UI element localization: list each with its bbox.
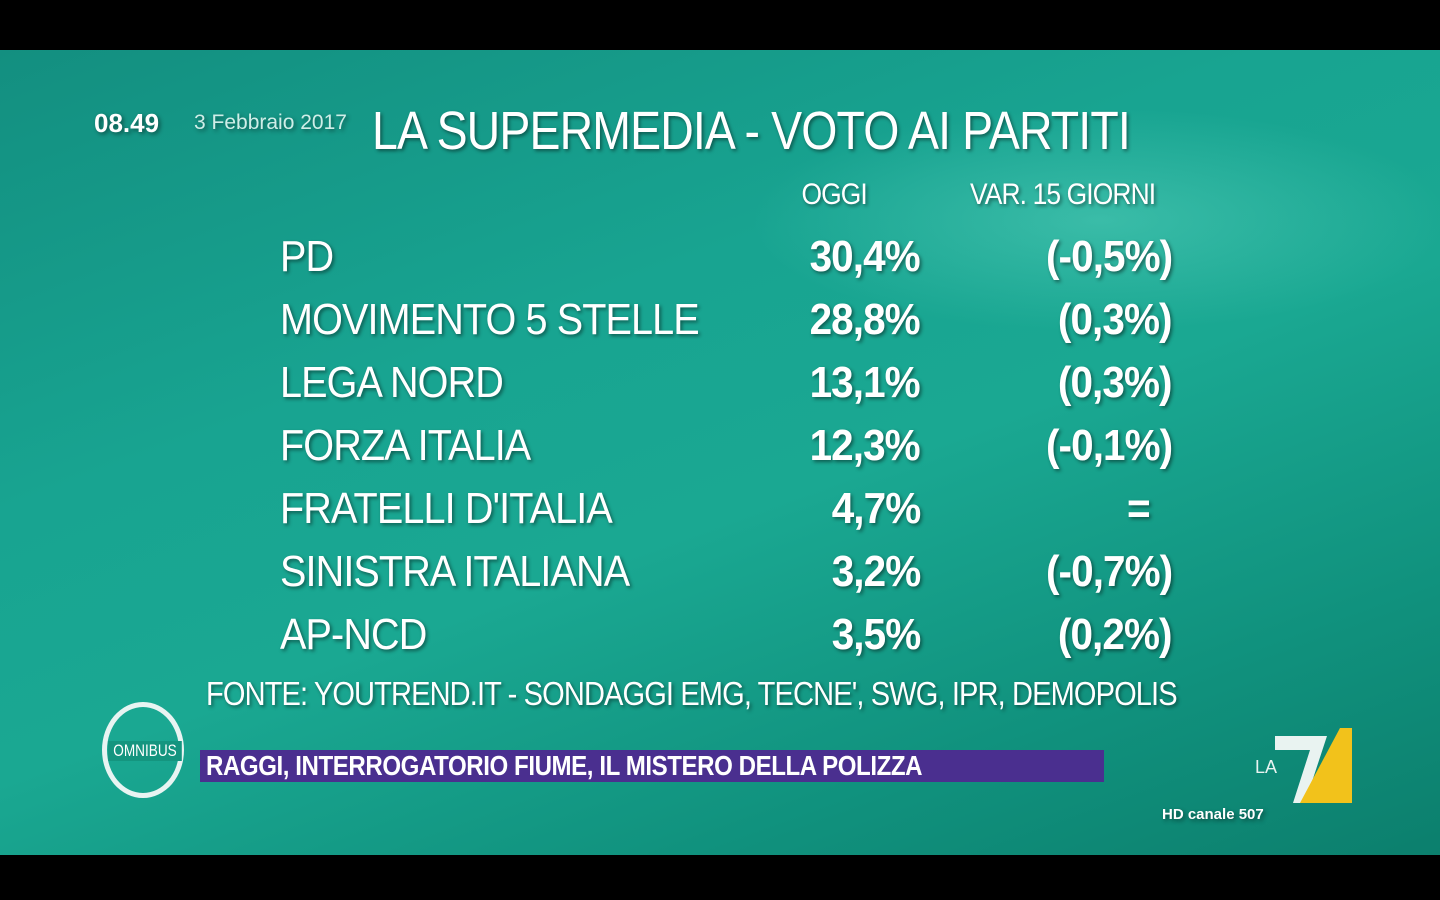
party-change: (-0,5%) xyxy=(1045,232,1173,281)
table-row: AP-NCD 3,5% (0,2%) xyxy=(0,610,1440,673)
party-value: 12,3% xyxy=(809,421,921,470)
party-change: (0,3%) xyxy=(1058,358,1173,407)
svg-text:LA: LA xyxy=(1255,757,1277,777)
party-change: (-0,7%) xyxy=(1045,547,1173,596)
party-name: FORZA ITALIA xyxy=(280,421,531,470)
clock: 08.49 xyxy=(94,108,160,138)
party-name: MOVIMENTO 5 STELLE xyxy=(280,295,700,344)
party-change: = xyxy=(1127,484,1151,533)
party-name: SINISTRA ITALIANA xyxy=(280,547,630,596)
party-value: 3,5% xyxy=(831,610,921,659)
date: 3 Febbraio 2017 xyxy=(194,111,347,134)
table-row: FRATELLI D'ITALIA 4,7% = xyxy=(0,484,1440,547)
table-row: LEGA NORD 13,1% (0,3%) xyxy=(0,358,1440,421)
party-value: 28,8% xyxy=(809,295,921,344)
la7-logo: LA xyxy=(1255,728,1352,803)
table-row: MOVIMENTO 5 STELLE 28,8% (0,3%) xyxy=(0,295,1440,358)
source-note: FONTE: YOUTREND.IT - SONDAGGI EMG, TECNE… xyxy=(206,675,1178,712)
omnibus-logo-text: OMNIBUS xyxy=(108,741,182,761)
ticker-text: RAGGI, INTERROGATORIO FIUME, IL MISTERO … xyxy=(206,750,923,781)
party-value: 4,7% xyxy=(831,484,921,533)
column-header-change: VAR. 15 GIORNI xyxy=(970,178,1156,211)
party-change: (0,2%) xyxy=(1058,610,1173,659)
table-row: SINISTRA ITALIANA 3,2% (-0,7%) xyxy=(0,547,1440,610)
party-value: 13,1% xyxy=(809,358,921,407)
party-value: 30,4% xyxy=(809,232,921,281)
party-change: (-0,1%) xyxy=(1045,421,1173,470)
party-name: FRATELLI D'ITALIA xyxy=(280,484,613,533)
page-title: LA SUPERMEDIA - VOTO AI PARTITI xyxy=(372,101,1131,161)
party-value: 3,2% xyxy=(831,547,921,596)
hd-channel-label: HD canale 507 xyxy=(1162,806,1264,823)
table-row: PD 30,4% (-0,5%) xyxy=(0,232,1440,295)
party-name: PD xyxy=(280,232,334,281)
table-row: FORZA ITALIA 12,3% (-0,1%) xyxy=(0,421,1440,484)
party-name: LEGA NORD xyxy=(280,358,504,407)
omnibus-logo: OMNIBUS xyxy=(102,702,184,798)
tv-screen xyxy=(0,50,1440,855)
news-ticker: RAGGI, INTERROGATORIO FIUME, IL MISTERO … xyxy=(200,750,1104,782)
party-change: (0,3%) xyxy=(1058,295,1173,344)
column-header-today: OGGI xyxy=(801,178,867,211)
party-name: AP-NCD xyxy=(280,610,427,659)
